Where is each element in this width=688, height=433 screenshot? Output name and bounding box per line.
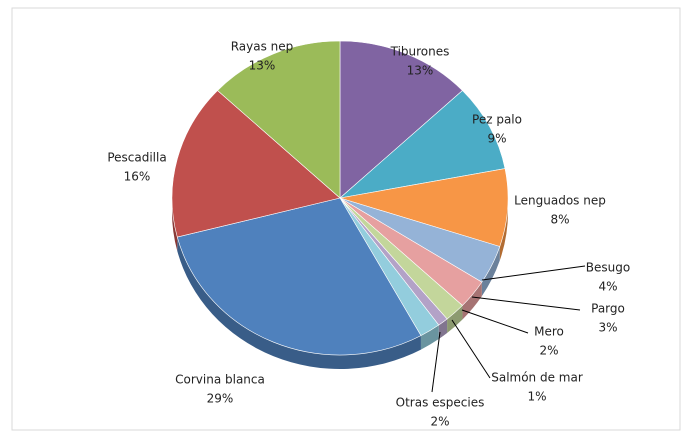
slice-label: Rayas nep: [231, 40, 294, 54]
leader-line: [431, 331, 441, 393]
slice-side: [499, 198, 508, 261]
slice-label: Mero: [534, 325, 564, 339]
slice: [339, 40, 463, 199]
slice-value: 29%: [207, 392, 234, 406]
slice-value: 9%: [487, 132, 506, 146]
slice-value: 4%: [598, 280, 617, 294]
slice: [217, 40, 341, 199]
slice-side: [481, 246, 500, 297]
leader-line: [471, 296, 581, 311]
slice-value: 16%: [124, 170, 151, 184]
slice: [176, 197, 422, 356]
slice-value: 8%: [550, 213, 569, 227]
slice-side: [462, 282, 482, 320]
leader-line: [481, 265, 586, 281]
slice-label: Salmón de mar: [491, 371, 583, 385]
slice-label: Corvina blanca: [175, 373, 265, 387]
slice-value: 1%: [527, 390, 546, 404]
slice-value: 3%: [598, 321, 617, 335]
leader-line: [461, 309, 529, 334]
slice-label: Otras especies: [396, 396, 485, 410]
slice-label: Pescadilla: [107, 151, 166, 165]
slice-label: Lenguados nep: [514, 194, 606, 208]
slice-label: Tiburones: [390, 45, 450, 59]
slice-side: [177, 237, 421, 369]
slice-side: [172, 198, 178, 252]
slice-value: 13%: [407, 64, 434, 78]
leader-line: [451, 319, 491, 379]
slice-label: Besugo: [586, 261, 630, 275]
slice-side: [420, 325, 439, 350]
slice-side: [447, 305, 463, 333]
slice-value: 2%: [430, 415, 449, 429]
slice-value: 2%: [539, 344, 558, 358]
slice-value: 13%: [249, 59, 276, 73]
slice-side: [438, 318, 448, 340]
slice: [171, 90, 341, 238]
slice-label: Pez palo: [472, 113, 522, 127]
slice: [338, 90, 506, 199]
slice-label: Pargo: [591, 302, 625, 316]
